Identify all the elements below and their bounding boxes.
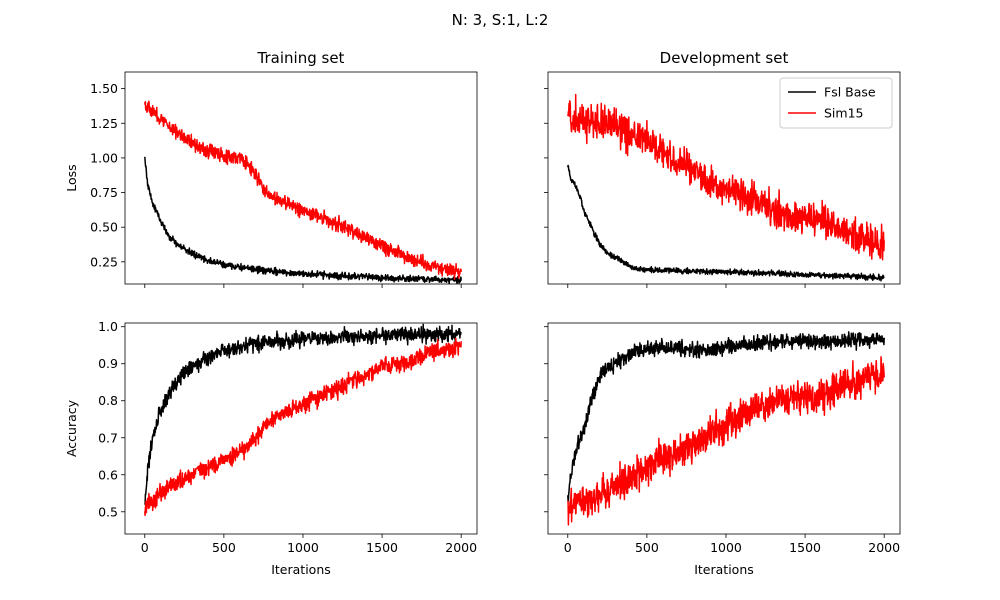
series-line-sim15 [144, 337, 462, 517]
axes-frame [547, 322, 901, 535]
axes-frame [124, 322, 478, 535]
series-line-sim15 [567, 356, 885, 526]
y-tick-label: 0.75 [90, 185, 118, 200]
series-line-sim15 [144, 100, 462, 280]
y-tick-label: 0.6 [98, 467, 118, 482]
y-axis-label: Loss [64, 164, 79, 191]
x-tick-label: 0 [564, 540, 572, 555]
x-tick-label: 500 [635, 540, 659, 555]
y-tick-label: 0.7 [98, 430, 118, 445]
y-tick-label: 0.9 [98, 356, 118, 371]
y-tick-label: 1.25 [90, 116, 118, 131]
axes-frame [124, 71, 478, 285]
x-tick-label: 1500 [789, 540, 821, 555]
series-line-fsl-base [567, 331, 885, 502]
x-tick-label: 2000 [445, 540, 477, 555]
series-group [144, 323, 462, 517]
y-axis-label: Accuracy [64, 399, 79, 457]
legend-box [779, 77, 893, 129]
legend-label-sim15: Sim15 [824, 106, 864, 121]
series-line-fsl-base [144, 323, 462, 506]
panel-title: Development set [660, 49, 789, 67]
legend: Fsl Base Sim15 [779, 77, 893, 129]
series-group [567, 331, 885, 526]
x-tick-label: 2000 [868, 540, 900, 555]
x-tick-label: 1000 [710, 540, 742, 555]
panel-4: 0 500 1000 1500 2000 Iterations [544, 322, 901, 577]
panel-1: 0.25 0.50 0.75 1.00 1.25 1.50 Training set Loss [64, 49, 478, 288]
x-tick-label: 1000 [287, 540, 319, 555]
series-line-fsl-base [144, 156, 462, 284]
panel-2: Development set [544, 49, 901, 288]
x-tick-label: 0 [141, 540, 149, 555]
y-tick-label: 0.25 [90, 254, 118, 269]
x-axis-label: Iterations [694, 562, 754, 577]
series-group [144, 100, 462, 284]
y-tick-label: 0.50 [90, 220, 118, 235]
axes-frame [547, 71, 901, 285]
legend-label-fsl-base: Fsl Base [824, 85, 876, 100]
y-tick-label: 0.5 [98, 504, 118, 519]
figure-suptitle: N: 3, S:1, L:2 [452, 11, 549, 29]
y-tick-label: 1.0 [98, 319, 118, 334]
x-tick-label: 500 [212, 540, 236, 555]
x-axis-label: Iterations [271, 562, 331, 577]
y-tick-label: 1.00 [90, 150, 118, 165]
panel-3: 0 500 1000 1500 2000 0.5 0.6 0.7 0.8 0.9 1.0 Iterat… [64, 319, 478, 577]
x-tick-label: 1500 [366, 540, 398, 555]
y-tick-label: 0.8 [98, 393, 118, 408]
y-tick-label: 1.50 [90, 81, 118, 96]
series-group [567, 93, 885, 282]
series-line-fsl-base [567, 164, 885, 282]
panel-title: Training set [257, 49, 345, 67]
series-line-sim15 [567, 93, 885, 261]
